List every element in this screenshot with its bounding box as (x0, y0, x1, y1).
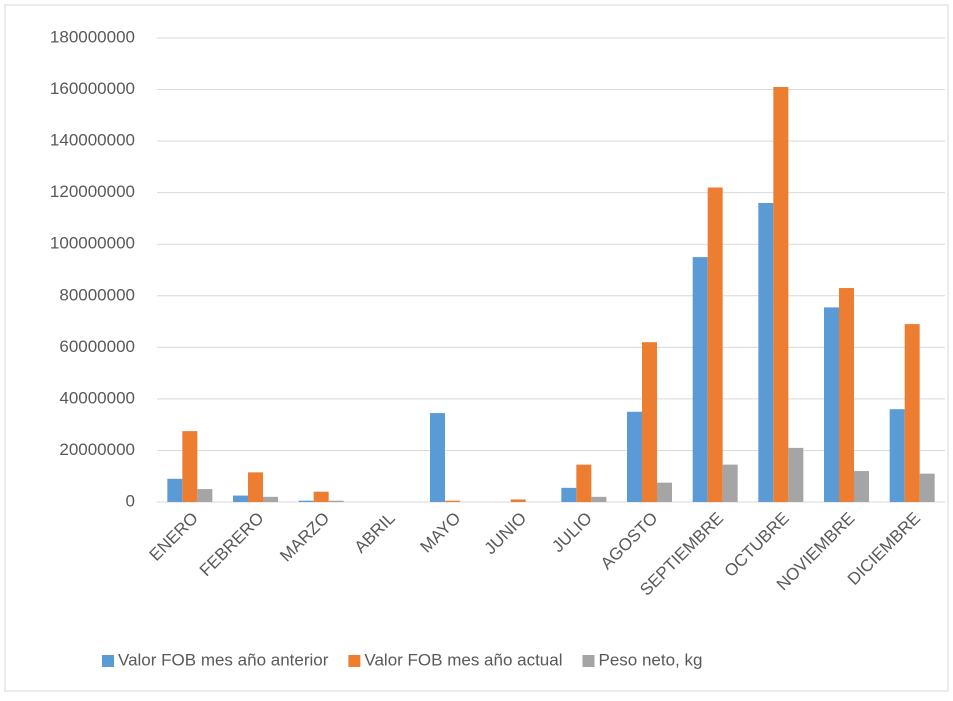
legend-label: Peso neto, kg (599, 650, 703, 669)
bar (510, 499, 526, 502)
y-tick-label: 20000000 (59, 440, 135, 459)
y-tick-label: 40000000 (59, 388, 135, 407)
y-tick-label: 60000000 (59, 337, 135, 356)
bar (445, 500, 460, 502)
bar (233, 495, 248, 502)
bar (430, 413, 445, 502)
legend-swatch (582, 655, 595, 667)
bar (824, 307, 839, 502)
y-tick-label: 0 (126, 491, 135, 510)
bar (591, 496, 607, 502)
bar (248, 472, 263, 502)
legend-swatch (102, 655, 114, 667)
bar (313, 491, 329, 502)
bar (167, 478, 183, 502)
bar (576, 464, 592, 502)
bar (904, 324, 920, 502)
bar (692, 257, 708, 502)
bar (854, 471, 869, 502)
bar (839, 288, 854, 502)
bar (197, 489, 213, 502)
bar (182, 431, 198, 502)
y-tick-label: 180000000 (50, 27, 135, 46)
bar (298, 500, 314, 502)
y-tick-label: 140000000 (50, 131, 135, 150)
legend-swatch (348, 655, 361, 667)
chart-border (4, 4, 949, 692)
y-tick-label: 160000000 (50, 79, 135, 98)
bar (627, 411, 642, 502)
bar (561, 487, 577, 502)
bar (642, 342, 657, 502)
y-tick-label: 100000000 (50, 234, 135, 253)
bar (263, 496, 278, 502)
legend-label: Valor FOB mes año actual (364, 650, 562, 669)
y-tick-label: 80000000 (59, 285, 135, 304)
bar (328, 500, 344, 502)
bar (722, 464, 738, 502)
bar (707, 187, 723, 502)
bar (889, 409, 905, 502)
bar (773, 86, 789, 502)
bar (758, 202, 774, 502)
legend-label: Valor FOB mes año anterior (118, 650, 329, 669)
bar (788, 447, 804, 502)
bar (657, 482, 672, 502)
y-tick-label: 120000000 (50, 182, 135, 201)
bar (919, 473, 935, 502)
